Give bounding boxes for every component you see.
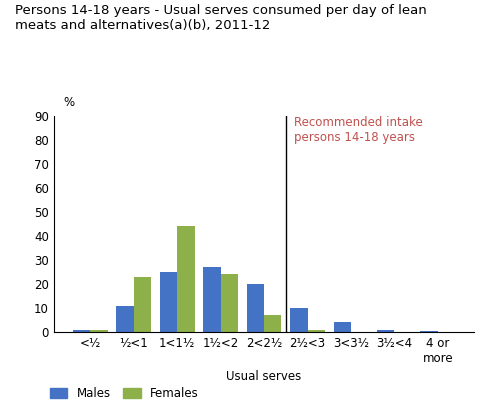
Bar	[90, 330, 107, 332]
Bar	[203, 267, 220, 332]
Bar	[246, 284, 264, 332]
Bar	[289, 308, 307, 332]
Bar	[133, 277, 151, 332]
Legend: Males, Females: Males, Females	[45, 383, 203, 405]
Bar	[376, 330, 394, 332]
Text: Persons 14-18 years - Usual serves consumed per day of lean
meats and alternativ: Persons 14-18 years - Usual serves consu…	[15, 4, 426, 32]
Bar	[264, 315, 281, 332]
Bar	[420, 331, 437, 332]
Text: Recommended intake
persons 14-18 years: Recommended intake persons 14-18 years	[294, 116, 422, 144]
Bar	[177, 227, 194, 332]
Text: %: %	[63, 96, 74, 109]
Bar	[116, 305, 133, 332]
Bar	[307, 330, 324, 332]
Bar	[333, 322, 350, 332]
X-axis label: Usual serves: Usual serves	[226, 371, 301, 383]
Bar	[73, 330, 90, 332]
Bar	[220, 274, 238, 332]
Bar	[160, 272, 177, 332]
